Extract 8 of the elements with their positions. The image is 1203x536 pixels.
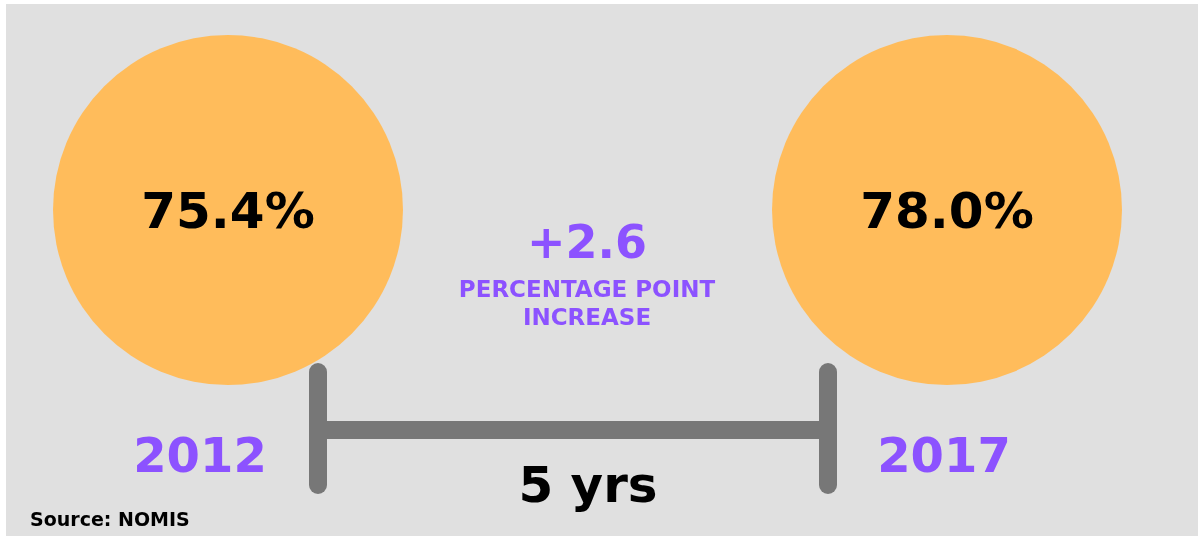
text: PERCENTAGE POINT INCREASE <box>458 276 716 330</box>
source-note: Source: NOMIS <box>30 508 190 530</box>
data-label: 75.4% <box>141 182 315 240</box>
category-label: 2017 <box>877 427 1011 483</box>
text: 5 yrs <box>518 456 658 514</box>
data-label: 78.0% <box>860 182 1034 240</box>
text: +2.6 <box>526 215 648 269</box>
category-label: 2012 <box>133 427 267 483</box>
